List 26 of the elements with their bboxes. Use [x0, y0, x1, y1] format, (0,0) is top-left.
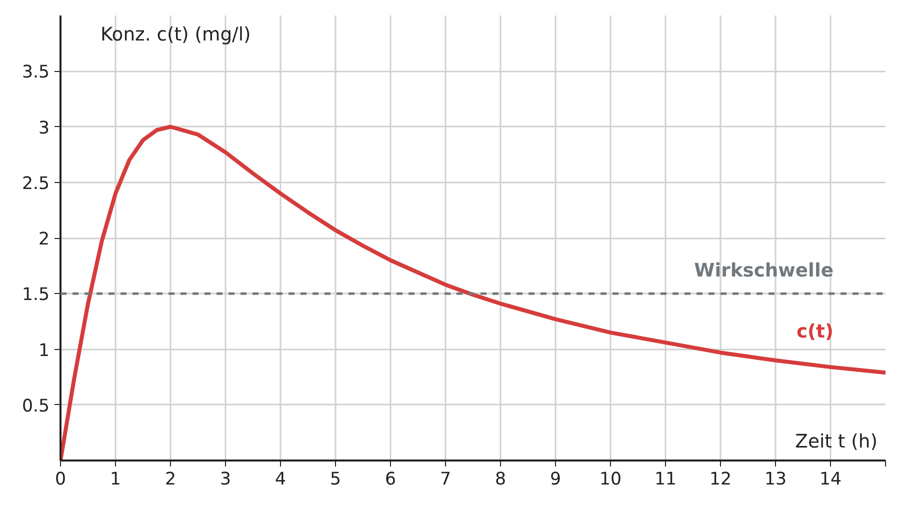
y-tick-label: 1 — [38, 340, 50, 361]
x-tick-label: 2 — [164, 470, 176, 490]
x-tick-label: 9 — [550, 470, 562, 490]
y-tick-label: 0.5 — [22, 396, 50, 416]
x-tick-label: 10 — [599, 470, 622, 490]
series-label: c(t) — [796, 322, 834, 343]
x-axis-title: Zeit t (h) — [795, 432, 878, 452]
y-tick-label: 3.5 — [22, 62, 50, 83]
x-tick-label: 11 — [654, 470, 677, 490]
ref-line-label: Wirkschwelle — [694, 260, 834, 282]
x-tick-label: 5 — [330, 470, 342, 490]
x-tick-label: 4 — [274, 470, 286, 490]
y-axis-title: Konz. c(t) (mg/l) — [100, 24, 251, 46]
y-tick-label: 3 — [38, 118, 50, 138]
y-tick-label: 2.5 — [22, 174, 50, 194]
y-tick-label: 1.5 — [22, 285, 50, 306]
x-tick-label: 12 — [709, 470, 732, 490]
x-tick-label: 8 — [494, 470, 506, 490]
x-tick-label: 3 — [220, 470, 232, 490]
x-tick-label: 1 — [110, 470, 122, 490]
x-tick-label: 14 — [819, 470, 842, 490]
x-tick-label: 13 — [764, 470, 787, 490]
x-tick-label: 6 — [384, 470, 396, 490]
x-tick-label: 0 — [54, 470, 66, 490]
x-tick-label: 7 — [440, 470, 452, 490]
y-tick-label: 2 — [38, 230, 50, 250]
